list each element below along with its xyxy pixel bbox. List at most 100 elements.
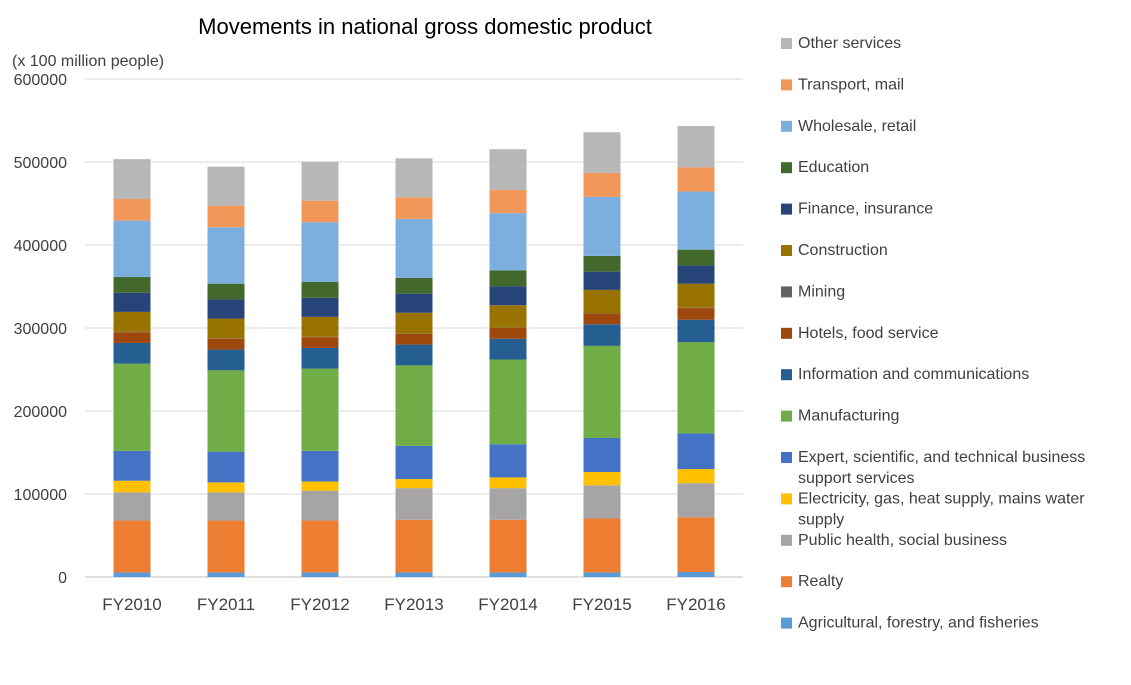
bar-segment: [207, 520, 245, 573]
bar-stack: [489, 149, 527, 577]
bar-segment: [489, 488, 527, 520]
bars: [113, 125, 715, 577]
legend-swatch: [781, 327, 792, 339]
legend-item: Information and communications: [781, 366, 1029, 383]
legend: Other services Transport, mail Wholesale, …: [781, 35, 1085, 632]
bar-segment: [395, 519, 433, 573]
legend-swatch: [781, 203, 792, 215]
legend-item: Education: [781, 159, 869, 176]
legend-swatch: [781, 369, 792, 381]
bar-segment: [301, 161, 339, 201]
bar-segment: [489, 359, 527, 445]
bar-segment: [583, 324, 621, 346]
y-axis-unit-label: (x 100 million people): [12, 53, 164, 70]
bar-segment: [489, 444, 527, 478]
bar-segment: [207, 451, 245, 483]
bar-segment: [583, 485, 621, 519]
bar-segment: [677, 265, 715, 284]
bar-segment: [583, 472, 621, 486]
bar-segment: [113, 332, 151, 343]
y-tick-label: 200000: [14, 404, 67, 421]
legend-swatch: [781, 162, 792, 174]
bar-segment: [207, 166, 245, 206]
bar-segment: [489, 270, 527, 287]
bar-segment: [207, 205, 245, 228]
bar-segment: [489, 305, 527, 328]
y-tick-label: 400000: [14, 238, 67, 255]
bar-segment: [395, 158, 433, 198]
legend-label: Other services: [798, 35, 901, 52]
bar-segment: [395, 365, 433, 446]
legend-swatch: [781, 617, 792, 629]
bar-segment: [583, 289, 621, 314]
bar-segment: [395, 293, 433, 313]
bar-segment: [301, 450, 339, 482]
bar-segment: [583, 518, 621, 573]
bar-segment: [301, 297, 339, 317]
legend-item: Finance, insurance: [781, 201, 933, 218]
legend-swatch: [781, 38, 792, 49]
legend-label: Public health, social business: [798, 532, 1007, 549]
legend-swatch: [781, 493, 792, 505]
bar-segment: [677, 433, 715, 470]
bar-stack: [395, 158, 433, 577]
bar-segment: [489, 328, 527, 339]
legend-item: Transport, mail: [781, 76, 904, 93]
bar-segment: [113, 292, 151, 312]
bar-segment: [677, 167, 715, 192]
bar-segment: [677, 283, 715, 308]
bar-segment: [677, 249, 715, 266]
legend-label: Transport, mail: [798, 76, 904, 93]
bar-segment: [583, 196, 621, 256]
bar-segment: [489, 477, 527, 489]
legend-label: Agricultural, forestry, and fisheries: [798, 615, 1039, 632]
bar-segment: [207, 572, 245, 577]
y-tick-label: 0: [58, 570, 67, 587]
legend-label: Realty: [798, 573, 843, 590]
bar-stack: [207, 166, 245, 577]
bar-segment: [489, 213, 527, 271]
legend-label: Information and communications: [798, 366, 1029, 383]
legend-swatch: [781, 286, 792, 298]
x-category-label: FY2010: [102, 595, 162, 614]
bar-segment: [113, 277, 151, 293]
bar-segment: [301, 481, 339, 491]
bar-segment: [113, 199, 151, 221]
bar-segment: [395, 479, 433, 489]
legend-swatch: [781, 452, 792, 463]
bar-segment: [583, 313, 621, 325]
legend-label: Finance, insurance: [798, 201, 933, 218]
bar-segment: [113, 492, 151, 521]
x-category-label: FY2013: [384, 595, 444, 614]
legend-swatch: [781, 576, 792, 588]
x-category-label: FY2012: [290, 595, 350, 614]
legend-swatch: [781, 79, 792, 91]
bar-segment: [395, 445, 433, 480]
bar-segment: [583, 255, 621, 272]
bar-stack: [677, 125, 715, 577]
x-category-label: FY2015: [572, 595, 632, 614]
bar-segment: [395, 277, 433, 294]
bar-segment: [113, 342, 151, 364]
bar-segment: [207, 318, 245, 339]
legend-label: Manufacturing: [798, 408, 899, 425]
legend-label: Construction: [798, 242, 888, 259]
bar-segment: [395, 312, 433, 334]
y-tick-label: 100000: [14, 487, 67, 504]
bar-segment: [301, 520, 339, 573]
x-axis-categories: FY2010 FY2011 FY2012 FY2013 FY2014 FY2015 FY20…: [102, 595, 726, 614]
legend-item: Construction: [781, 242, 888, 259]
legend-swatch: [781, 245, 792, 256]
legend-item: Wholesale, retail: [781, 118, 916, 135]
legend-item: Realty: [781, 573, 843, 590]
bar-segment: [489, 149, 527, 190]
bar-stack: [583, 132, 621, 577]
legend-item: Electricity, gas, heat supply, mains wat…: [781, 490, 1085, 528]
bar-segment: [583, 271, 621, 290]
bar-segment: [301, 368, 339, 451]
y-tick-label: 500000: [14, 155, 67, 172]
bar-segment: [677, 191, 715, 250]
bar-segment: [395, 572, 433, 577]
bar-segment: [113, 220, 151, 278]
